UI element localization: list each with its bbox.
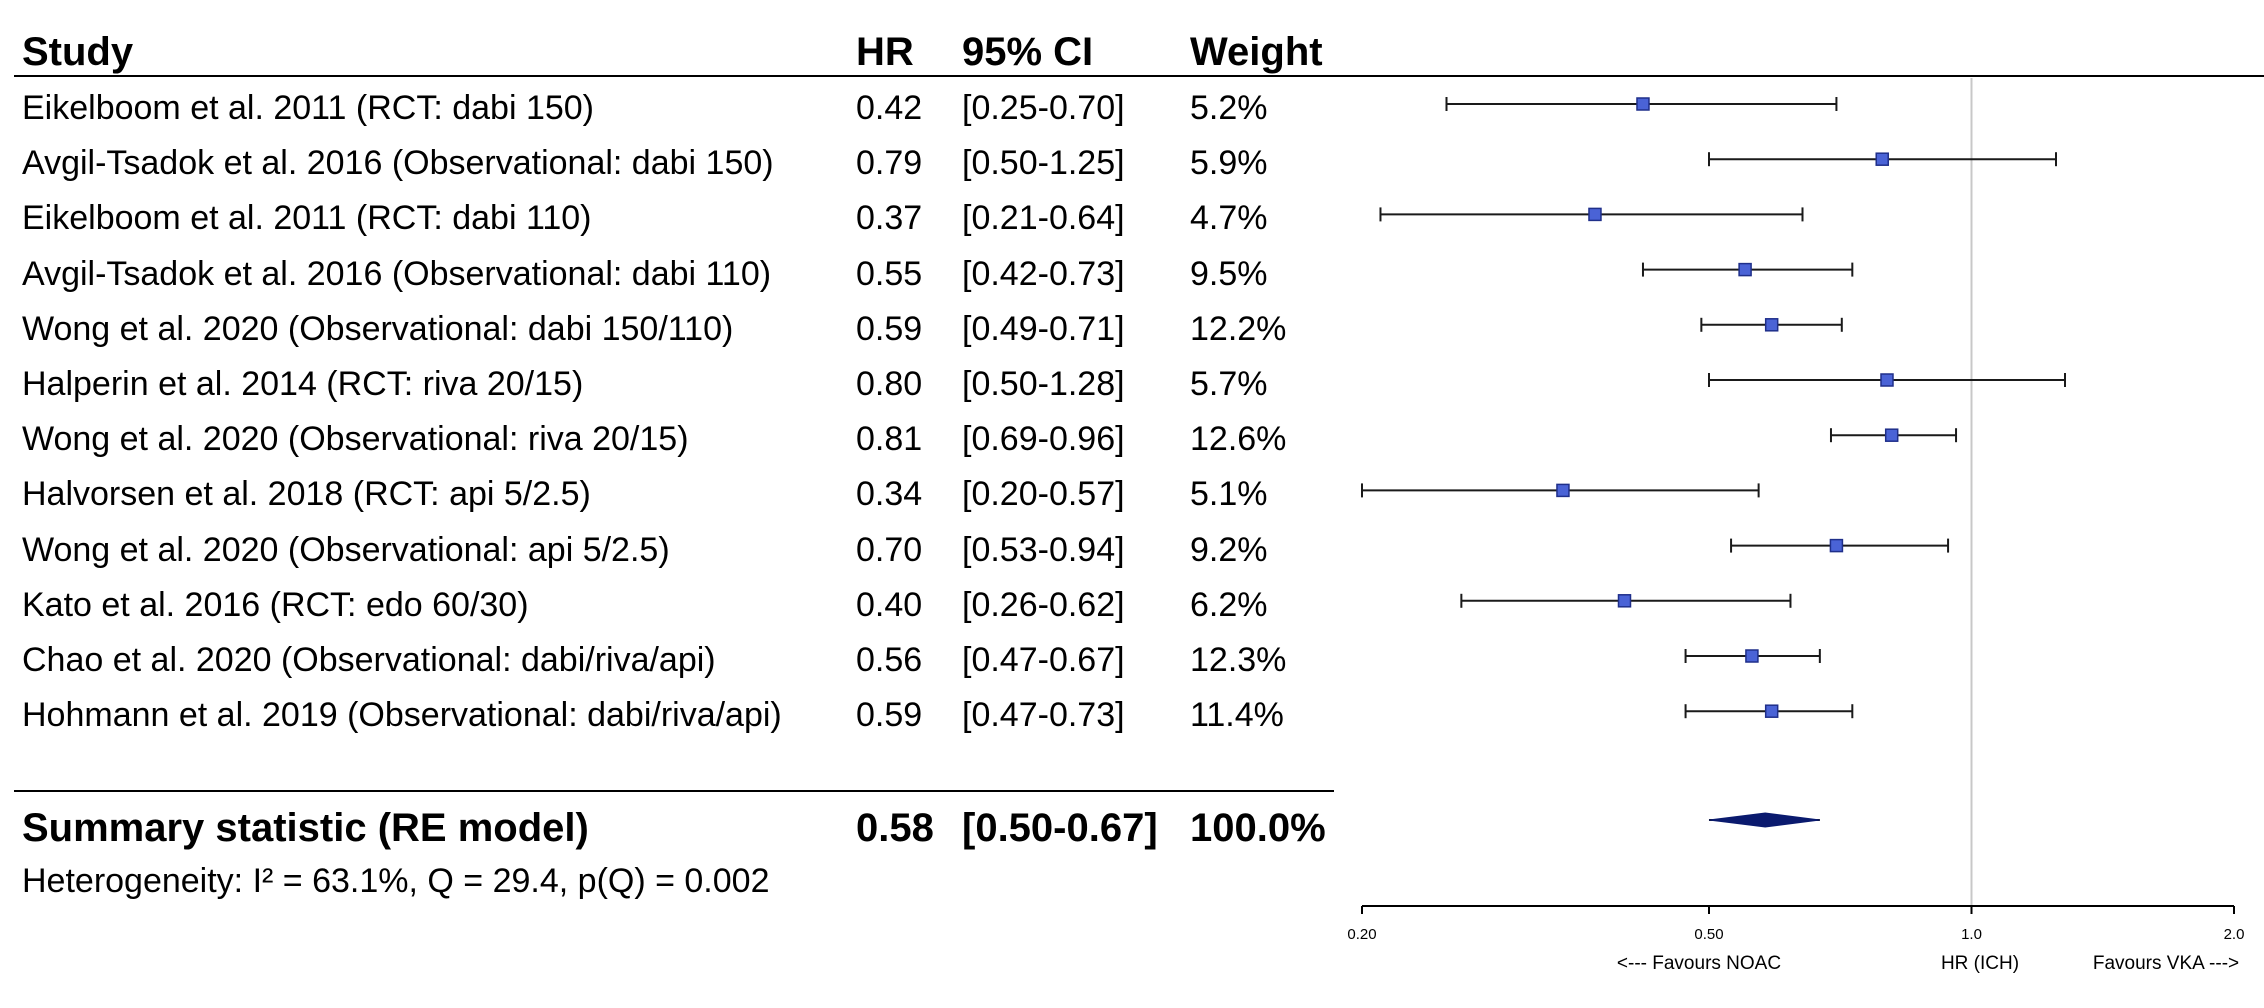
axis-label-favours-noac: <--- Favours NOAC (1617, 953, 1781, 974)
row-ci: [0.25-0.70] (962, 89, 1125, 127)
axis-label-favours-vka: Favours VKA ---> (2093, 953, 2239, 974)
summary-ci: [0.50-0.67] (962, 806, 1158, 850)
row-study: Eikelboom et al. 2011 (RCT: dabi 150) (22, 89, 595, 127)
row-weight: 12.6% (1190, 420, 1287, 459)
row-ci: [0.50-1.25] (962, 144, 1125, 183)
row-weight: 12.3% (1190, 641, 1287, 679)
point-estimate (1884, 428, 1899, 442)
row-hr: 0.37 (856, 199, 923, 238)
summary-label: Summary statistic (RE model) (22, 806, 589, 850)
header-hr: HR (856, 30, 914, 74)
point-estimate (1617, 594, 1632, 608)
row-weight: 12.2% (1190, 309, 1287, 348)
row-hr: 0.42 (856, 89, 923, 127)
row-hr: 0.81 (856, 420, 923, 459)
point-estimate (1829, 538, 1844, 553)
row-hr: 0.55 (856, 254, 923, 293)
point-estimate (1636, 97, 1650, 111)
point-estimate (1745, 649, 1759, 663)
row-weight: 5.2% (1190, 89, 1268, 127)
point-estimate (1764, 318, 1779, 332)
row-study: Avgil-Tsadok et al. 2016 (Observational:… (22, 254, 772, 293)
row-study: Wong et al. 2020 (Observational: api 5/2… (22, 530, 670, 569)
row-weight: 5.7% (1190, 365, 1268, 403)
header-weight: Weight (1190, 30, 1323, 74)
x-tick-label: 1.0 (1961, 926, 1982, 943)
point-estimate (1880, 373, 1894, 387)
x-tick-label: 2.0 (2224, 926, 2245, 943)
row-study: Kato et al. 2016 (RCT: edo 60/30) (22, 585, 529, 624)
row-study: Halvorsen et al. 2018 (RCT: api 5/2.5) (22, 475, 591, 514)
summary-diamond (1708, 812, 1820, 828)
row-ci: [0.69-0.96] (962, 420, 1125, 459)
row-ci: [0.53-0.94] (962, 530, 1125, 569)
row-weight: 4.7% (1190, 199, 1268, 238)
x-tick-label: 0.50 (1694, 926, 1723, 943)
summary-estimate (1708, 812, 1820, 828)
header-rule (14, 75, 2264, 77)
header-study: Study (22, 30, 134, 74)
x-tick-label: 0.20 (1347, 926, 1376, 943)
row-weight: 9.5% (1190, 254, 1268, 293)
row-study: Halperin et al. 2014 (RCT: riva 20/15) (22, 365, 584, 403)
row-study: Wong et al. 2020 (Observational: dabi 15… (22, 309, 734, 348)
row-hr: 0.79 (856, 144, 923, 183)
point-estimates (1556, 97, 1899, 718)
row-ci: [0.21-0.64] (962, 199, 1125, 238)
row-hr: 0.59 (856, 696, 923, 735)
axis-label-hr-ich: HR (ICH) (1941, 953, 2019, 974)
row-ci: [0.20-0.57] (962, 475, 1125, 514)
header-ci: 95% CI (962, 30, 1094, 74)
row-weight: 5.1% (1190, 475, 1268, 514)
row-study: Eikelboom et al. 2011 (RCT: dabi 110) (22, 199, 592, 238)
summary-rule (14, 790, 1334, 792)
point-estimate (1875, 152, 1889, 166)
row-study: Wong et al. 2020 (Observational: riva 20… (22, 420, 689, 459)
row-hr: 0.59 (856, 309, 923, 348)
point-estimate (1764, 704, 1779, 718)
row-ci: [0.49-0.71] (962, 309, 1125, 348)
row-hr: 0.40 (856, 585, 923, 624)
row-hr: 0.56 (856, 641, 923, 679)
summary-weight: 100.0% (1190, 806, 1326, 850)
point-estimate (1556, 483, 1570, 498)
heterogeneity-text: Heterogeneity: I² = 63.1%, Q = 29.4, p(Q… (22, 862, 770, 900)
row-weight: 6.2% (1190, 585, 1268, 624)
row-ci: [0.42-0.73] (962, 254, 1125, 293)
row-weight: 5.9% (1190, 144, 1268, 183)
point-estimate (1738, 262, 1752, 277)
row-hr: 0.34 (856, 475, 923, 514)
row-ci: [0.26-0.62] (962, 585, 1125, 624)
row-weight: 9.2% (1190, 530, 1268, 569)
row-study: Chao et al. 2020 (Observational: dabi/ri… (22, 641, 716, 679)
row-hr: 0.70 (856, 530, 923, 569)
x-axis-ticks: 0.20 0.50 1.0 2.0 (1347, 906, 2244, 943)
row-hr: 0.80 (856, 365, 923, 403)
row-study: Avgil-Tsadok et al. 2016 (Observational:… (22, 144, 774, 183)
row-study: Hohmann et al. 2019 (Observational: dabi… (22, 696, 782, 735)
point-estimate (1588, 207, 1602, 222)
confidence-intervals (1361, 97, 2066, 719)
row-ci: [0.47-0.67] (962, 641, 1125, 679)
summary-hr: 0.58 (856, 806, 934, 850)
row-ci: [0.50-1.28] (962, 365, 1125, 403)
row-weight: 11.4% (1190, 696, 1284, 735)
row-ci: [0.47-0.73] (962, 696, 1125, 735)
